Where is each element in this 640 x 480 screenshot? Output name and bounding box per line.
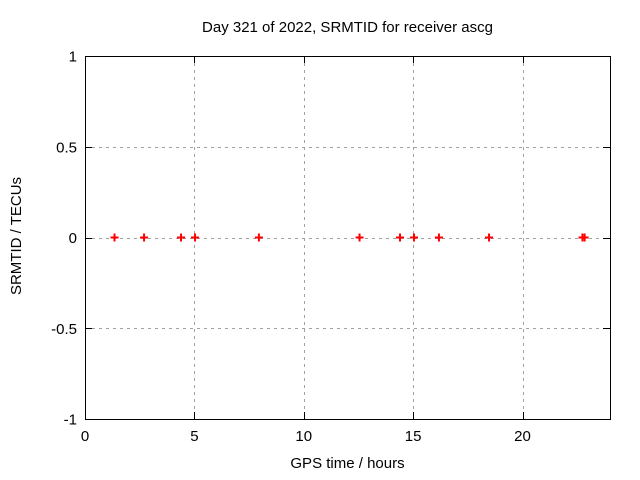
x-tick-label: 5 bbox=[190, 428, 198, 445]
data-point-marker bbox=[177, 233, 186, 242]
data-point-marker bbox=[485, 233, 494, 242]
x-axis-title: GPS time / hours bbox=[290, 455, 405, 472]
x-tick-label: 10 bbox=[295, 428, 312, 445]
data-point-marker bbox=[110, 233, 119, 242]
y-tick-label: 1 bbox=[69, 49, 77, 66]
y-tick-label: -0.5 bbox=[51, 321, 77, 338]
x-tick-label: 20 bbox=[514, 428, 531, 445]
data-point-marker bbox=[396, 233, 404, 242]
y-tick-label: 0 bbox=[69, 230, 77, 247]
data-point-marker bbox=[140, 233, 149, 242]
data-point-marker bbox=[434, 233, 443, 242]
y-tick-label: 0.5 bbox=[56, 139, 77, 156]
data-point-marker bbox=[355, 233, 364, 242]
data-point-marker bbox=[254, 233, 263, 242]
y-tick-label: -1 bbox=[64, 412, 77, 429]
data-point-marker bbox=[191, 233, 200, 242]
x-tick-label: 0 bbox=[81, 428, 89, 445]
chart-title: Day 321 of 2022, SRMTID for receiver asc… bbox=[202, 19, 493, 36]
data-point-marker bbox=[410, 233, 418, 242]
x-tick-label: 15 bbox=[405, 428, 422, 445]
data-point-marker bbox=[580, 233, 589, 242]
